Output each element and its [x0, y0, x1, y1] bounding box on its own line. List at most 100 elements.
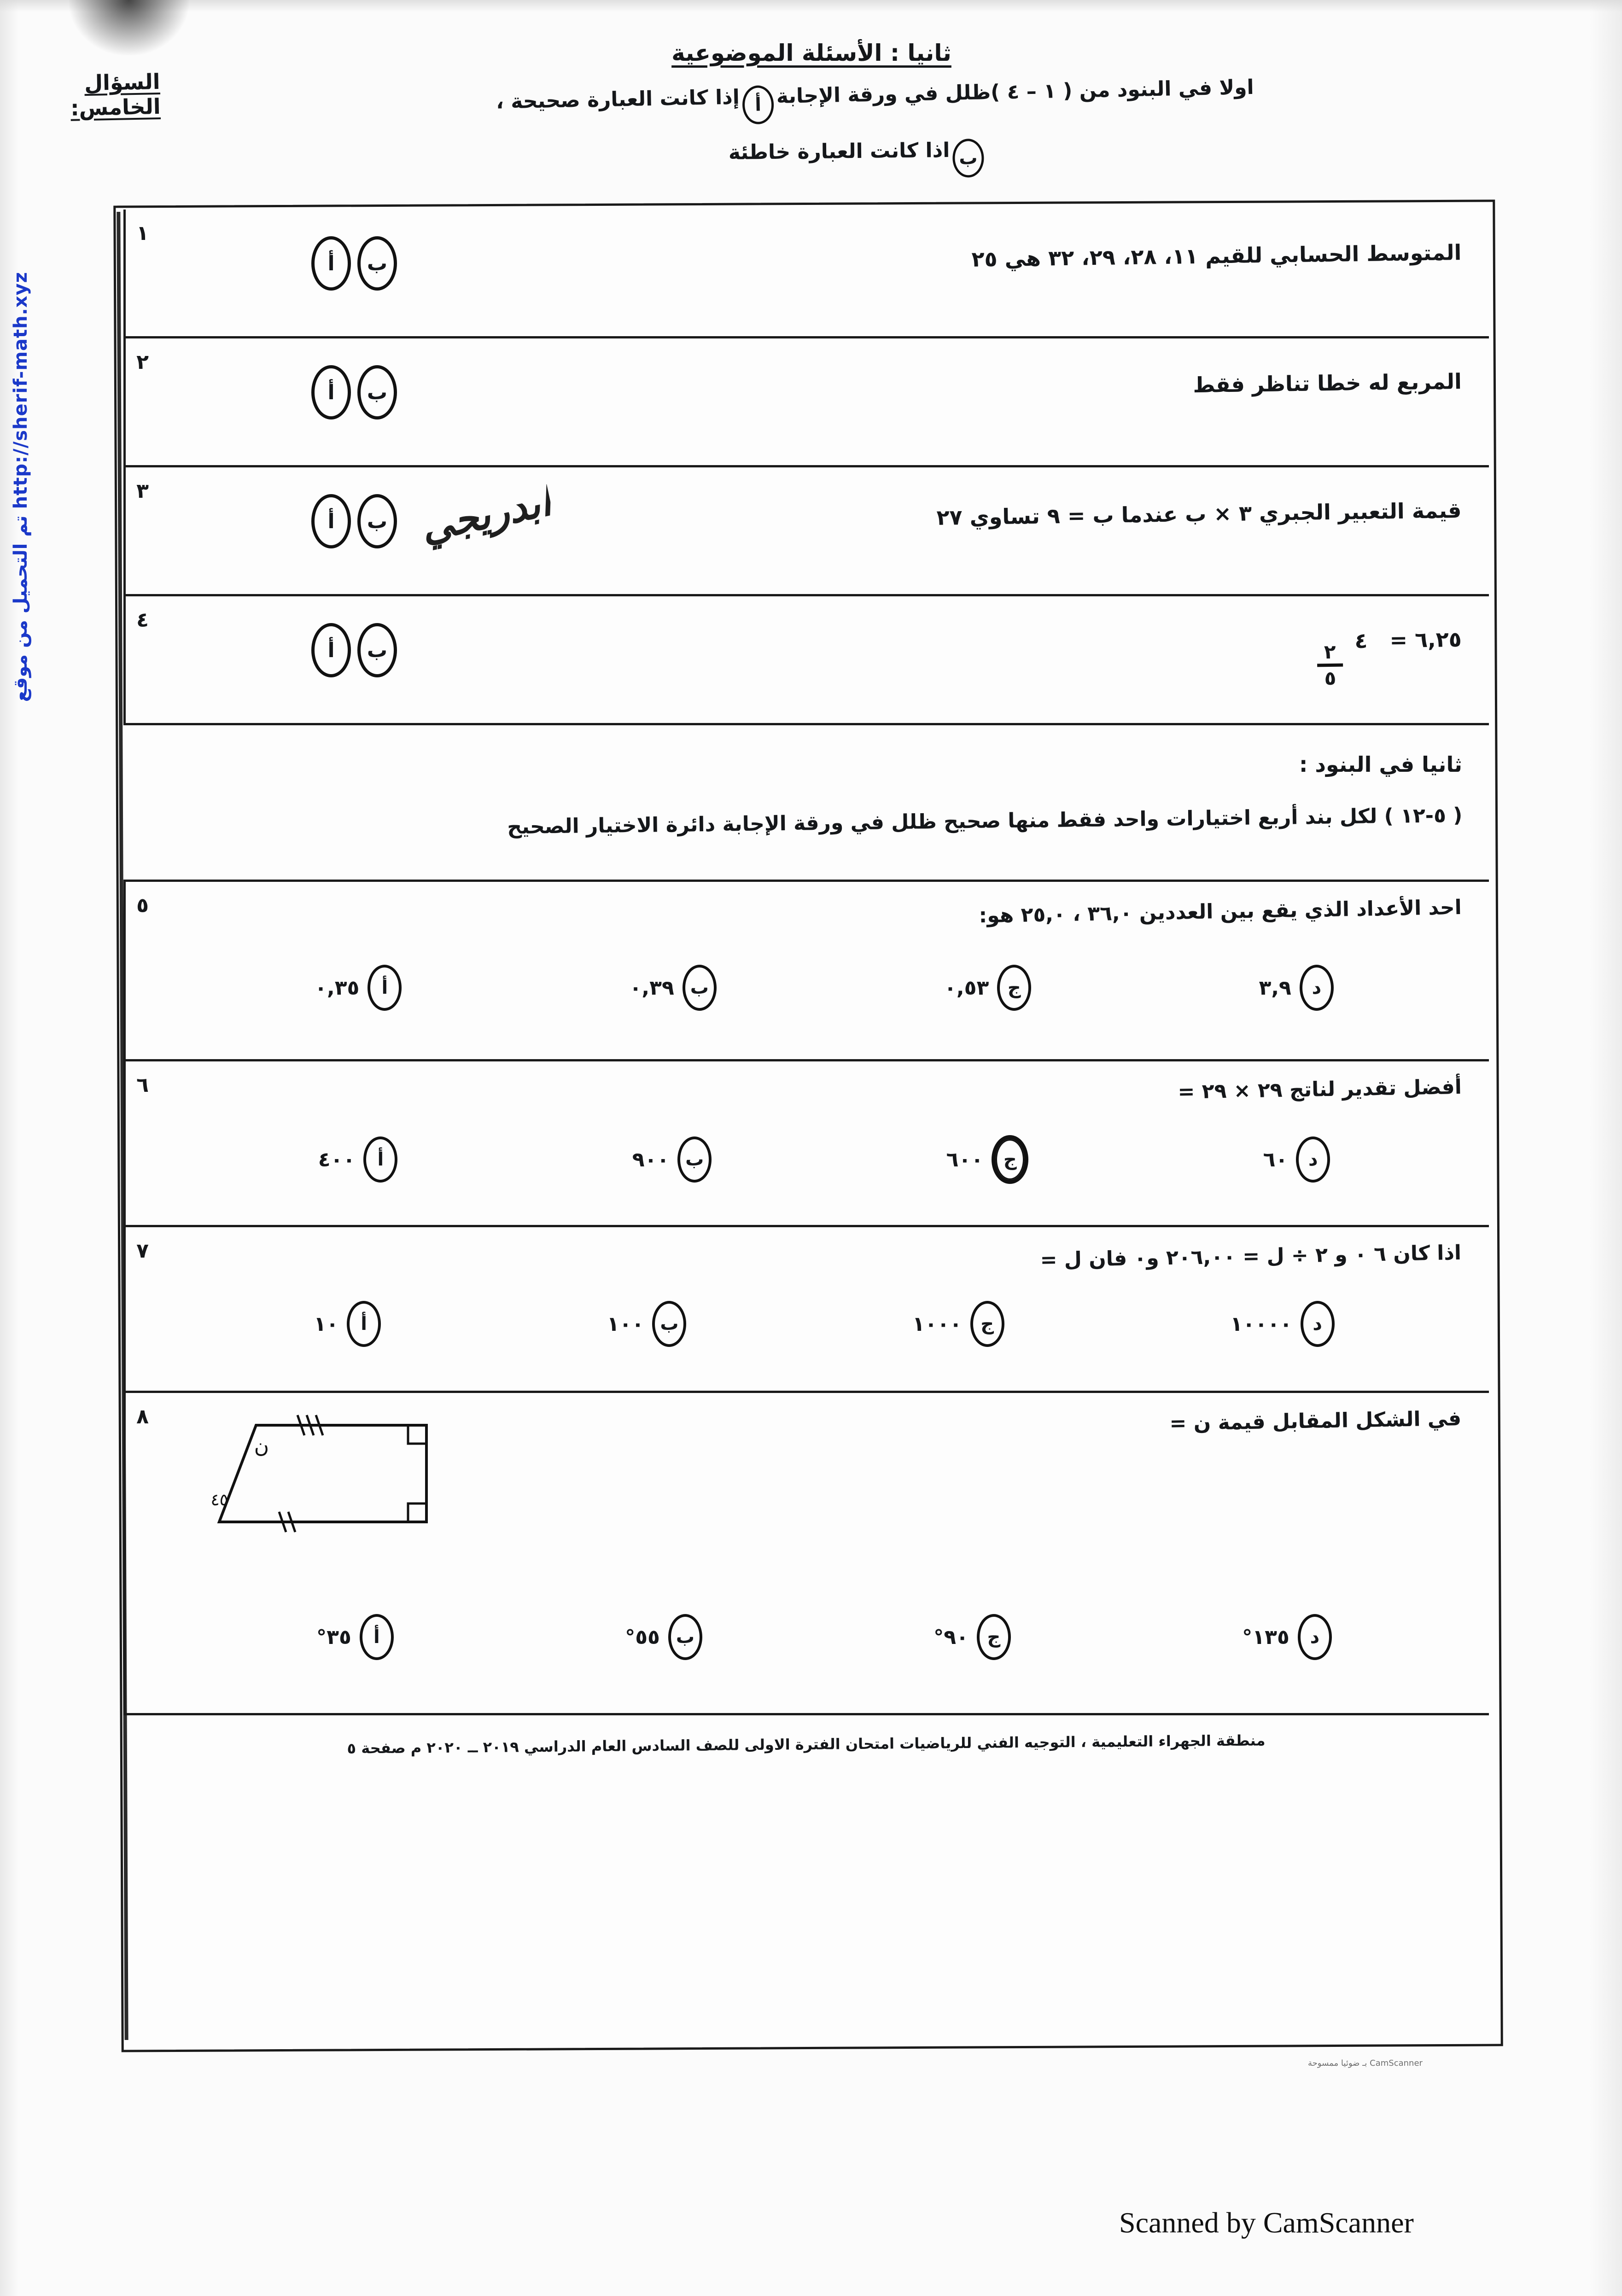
- questions-table: المتوسط الحسابي للقيم ١١، ٢٨، ٢٩، ٣٢ هي …: [123, 210, 1489, 1784]
- option-a-value: ١٠: [314, 1312, 339, 1336]
- option-c-bubble[interactable]: ج: [997, 965, 1032, 1011]
- fraction-denominator: ٥: [1324, 666, 1336, 690]
- option-c[interactable]: ج ١٠٠٠: [912, 1301, 1004, 1347]
- answer-options: أ ٠,٣٥ ب ٠,٣٩ ج ٠,٥٣ د ٣,٩: [159, 965, 1489, 1011]
- question-body: أفضل تقدير لناتج ٢٩ × ٢٩ = أ ٤٠٠ ب ٩٠٠ ج…: [159, 1061, 1489, 1225]
- option-d-value: ٦٠: [1263, 1148, 1288, 1171]
- table-row: قيمة التعبير الجبري ٣ × ب عندما ب = ٩ تس…: [123, 467, 1489, 596]
- option-b-bubble[interactable]: ب: [357, 236, 397, 291]
- option-c[interactable]: ج ٩٠°: [934, 1614, 1011, 1660]
- option-a-bubble[interactable]: أ: [311, 365, 351, 420]
- option-a-bubble[interactable]: أ: [359, 1614, 394, 1660]
- circle-option-b-icon: ب: [952, 139, 984, 178]
- scan-edge-right: [1590, 0, 1622, 2296]
- option-c-bubble[interactable]: ج: [976, 1614, 1011, 1660]
- footer-body: منطقة الجهراء التعليمية ، التوجيه الفني …: [123, 1715, 1489, 1784]
- question-body: ٦,٢٥ = ٤ ٢ ٥ ب أ: [159, 596, 1489, 723]
- watermark-url: http://sherif-math.xyz: [10, 272, 31, 509]
- question-body: قيمة التعبير الجبري ٣ × ب عندما ب = ٩ تس…: [159, 467, 1489, 594]
- instruction-text-b: اذا كانت العبارة خاطئة: [728, 138, 950, 164]
- option-b-value: ٠,٣٩: [629, 976, 674, 1000]
- option-d-bubble[interactable]: د: [1299, 965, 1334, 1011]
- option-a-value: ٣٥°: [316, 1625, 351, 1649]
- option-b-bubble[interactable]: ب: [357, 494, 397, 548]
- table-row: ٦,٢٥ = ٤ ٢ ٥ ب أ ٤: [123, 596, 1489, 725]
- question-number: ٢: [123, 338, 159, 465]
- option-d[interactable]: د ٣,٩: [1259, 965, 1334, 1011]
- camscanner-stamp: Scanned by CamScanner: [1119, 2206, 1414, 2239]
- question-number: ٨: [123, 1393, 159, 1713]
- option-b[interactable]: ب ١٠٠: [607, 1301, 687, 1347]
- angle-n-label: ن: [254, 1434, 269, 1458]
- option-d[interactable]: د ٦٠: [1263, 1136, 1330, 1183]
- option-b[interactable]: ب ٩٠٠: [632, 1136, 712, 1183]
- question-number: ١: [123, 210, 159, 336]
- option-d-value: ٣,٩: [1259, 976, 1291, 1000]
- option-a-bubble[interactable]: أ: [347, 1301, 381, 1347]
- instruction-line-2: باذا كانت العبارة خاطئة: [480, 138, 987, 183]
- question-text: المتوسط الحسابي للقيم ١١، ٢٨، ٢٩، ٣٢ هي …: [971, 240, 1462, 272]
- option-d-bubble[interactable]: د: [1297, 1614, 1332, 1660]
- scan-edge-top: [0, 0, 1622, 12]
- option-b-value: ١٠٠: [607, 1312, 644, 1336]
- option-c-value: ٩٠°: [934, 1625, 969, 1649]
- question-body: المتوسط الحسابي للقيم ١١، ٢٨، ٢٩، ٣٢ هي …: [159, 210, 1489, 336]
- option-a-bubble[interactable]: أ: [311, 623, 351, 677]
- table-row: اذا كان ٦ ٠ و ٢ ÷ ل = ٢٠٦,٠٠ و٠ فان ل = …: [123, 1227, 1489, 1393]
- question-number: ٥: [123, 882, 159, 1059]
- option-d[interactable]: د ١٣٥°: [1242, 1614, 1332, 1660]
- option-a-bubble[interactable]: أ: [363, 1136, 398, 1183]
- table-row: أفضل تقدير لناتج ٢٩ × ٢٩ = أ ٤٠٠ ب ٩٠٠ ج…: [123, 1061, 1489, 1227]
- option-c-bubble[interactable]: ج: [992, 1135, 1029, 1184]
- question-text: قيمة التعبير الجبري ٣ × ب عندما ب = ٩ تس…: [936, 498, 1462, 530]
- whole-number: ٤: [1354, 628, 1368, 653]
- instruction-line-1: اولا في البنود من ( ١ – ٤ )ظلل في ورقة ا…: [148, 74, 1254, 136]
- option-b-bubble[interactable]: ب: [682, 965, 717, 1011]
- question-number: ٤: [123, 596, 159, 723]
- section-header-row: ثانيا في البنود : ( ٥-١٢ ) لكل بند أربع …: [123, 725, 1489, 882]
- option-b-bubble[interactable]: ب: [357, 365, 397, 420]
- option-a-value: ٤٠٠: [318, 1148, 356, 1171]
- answer-options: ب أ: [311, 365, 397, 420]
- option-a-bubble[interactable]: أ: [311, 494, 351, 548]
- option-a[interactable]: أ ١٠: [314, 1301, 381, 1347]
- answer-options: ب أ: [311, 494, 397, 548]
- circle-option-a-icon: أ: [742, 85, 774, 125]
- trapezoid-figure: ن ٤٥°: [202, 1407, 496, 1536]
- option-d-value: ١٣٥°: [1242, 1625, 1289, 1649]
- option-b-bubble[interactable]: ب: [668, 1614, 702, 1660]
- option-b-value: ٥٥°: [625, 1625, 660, 1649]
- option-b-bubble[interactable]: ب: [677, 1136, 712, 1183]
- option-c[interactable]: ج ٦٠٠: [946, 1135, 1029, 1184]
- option-d[interactable]: د ١٠٠٠٠: [1230, 1301, 1335, 1347]
- table-row: المتوسط الحسابي للقيم ١١، ٢٨، ٢٩، ٣٢ هي …: [123, 210, 1489, 338]
- option-b-bubble[interactable]: ب: [652, 1301, 687, 1347]
- option-d-value: ١٠٠٠٠: [1230, 1312, 1292, 1336]
- question-number: ٧: [123, 1227, 159, 1391]
- question-body: اذا كان ٦ ٠ و ٢ ÷ ل = ٢٠٦,٠٠ و٠ فان ل = …: [159, 1227, 1489, 1391]
- option-a-bubble[interactable]: أ: [368, 965, 402, 1011]
- option-b[interactable]: ب ٥٥°: [625, 1614, 702, 1660]
- footer-text: منطقة الجهراء التعليمية ، التوجيه الفني …: [347, 1731, 1266, 1757]
- instruction-text-a: اولا في البنود من ( ١ – ٤ )ظلل في ورقة ا…: [776, 75, 1254, 108]
- option-b[interactable]: ب ٠,٣٩: [630, 965, 717, 1011]
- question-text-fraction: ٦,٢٥ = ٤ ٢ ٥: [1312, 627, 1462, 690]
- option-d-bubble[interactable]: د: [1296, 1136, 1330, 1183]
- watermark-prefix: تم التحميل من موقع: [10, 515, 31, 702]
- option-a[interactable]: أ ٣٥°: [316, 1614, 394, 1660]
- option-a[interactable]: أ ٠,٣٥: [315, 965, 402, 1011]
- instruction-text-a-cont: إذا كانت العبارة صحيحة ،: [496, 85, 740, 114]
- table-row: احد الأعداد الذي يقع بين العددين ٣٦,٠ ، …: [123, 882, 1489, 1061]
- option-d-bubble[interactable]: د: [1300, 1301, 1335, 1347]
- option-a-bubble[interactable]: أ: [311, 236, 351, 291]
- angle-45-label: ٤٥°: [210, 1491, 228, 1509]
- footer-row: منطقة الجهراء التعليمية ، التوجيه الفني …: [123, 1715, 1489, 1784]
- option-b-bubble[interactable]: ب: [357, 623, 397, 677]
- option-c[interactable]: ج ٠,٥٣: [944, 965, 1032, 1011]
- section-header-body: ثانيا في البنود : ( ٥-١٢ ) لكل بند أربع …: [123, 725, 1489, 880]
- question-number: ٣: [123, 467, 159, 594]
- option-a-value: ٠,٣٥: [315, 976, 360, 1000]
- option-a[interactable]: أ ٤٠٠: [318, 1136, 398, 1183]
- answer-options: ب أ: [311, 623, 397, 677]
- option-c-bubble[interactable]: ج: [970, 1301, 1004, 1347]
